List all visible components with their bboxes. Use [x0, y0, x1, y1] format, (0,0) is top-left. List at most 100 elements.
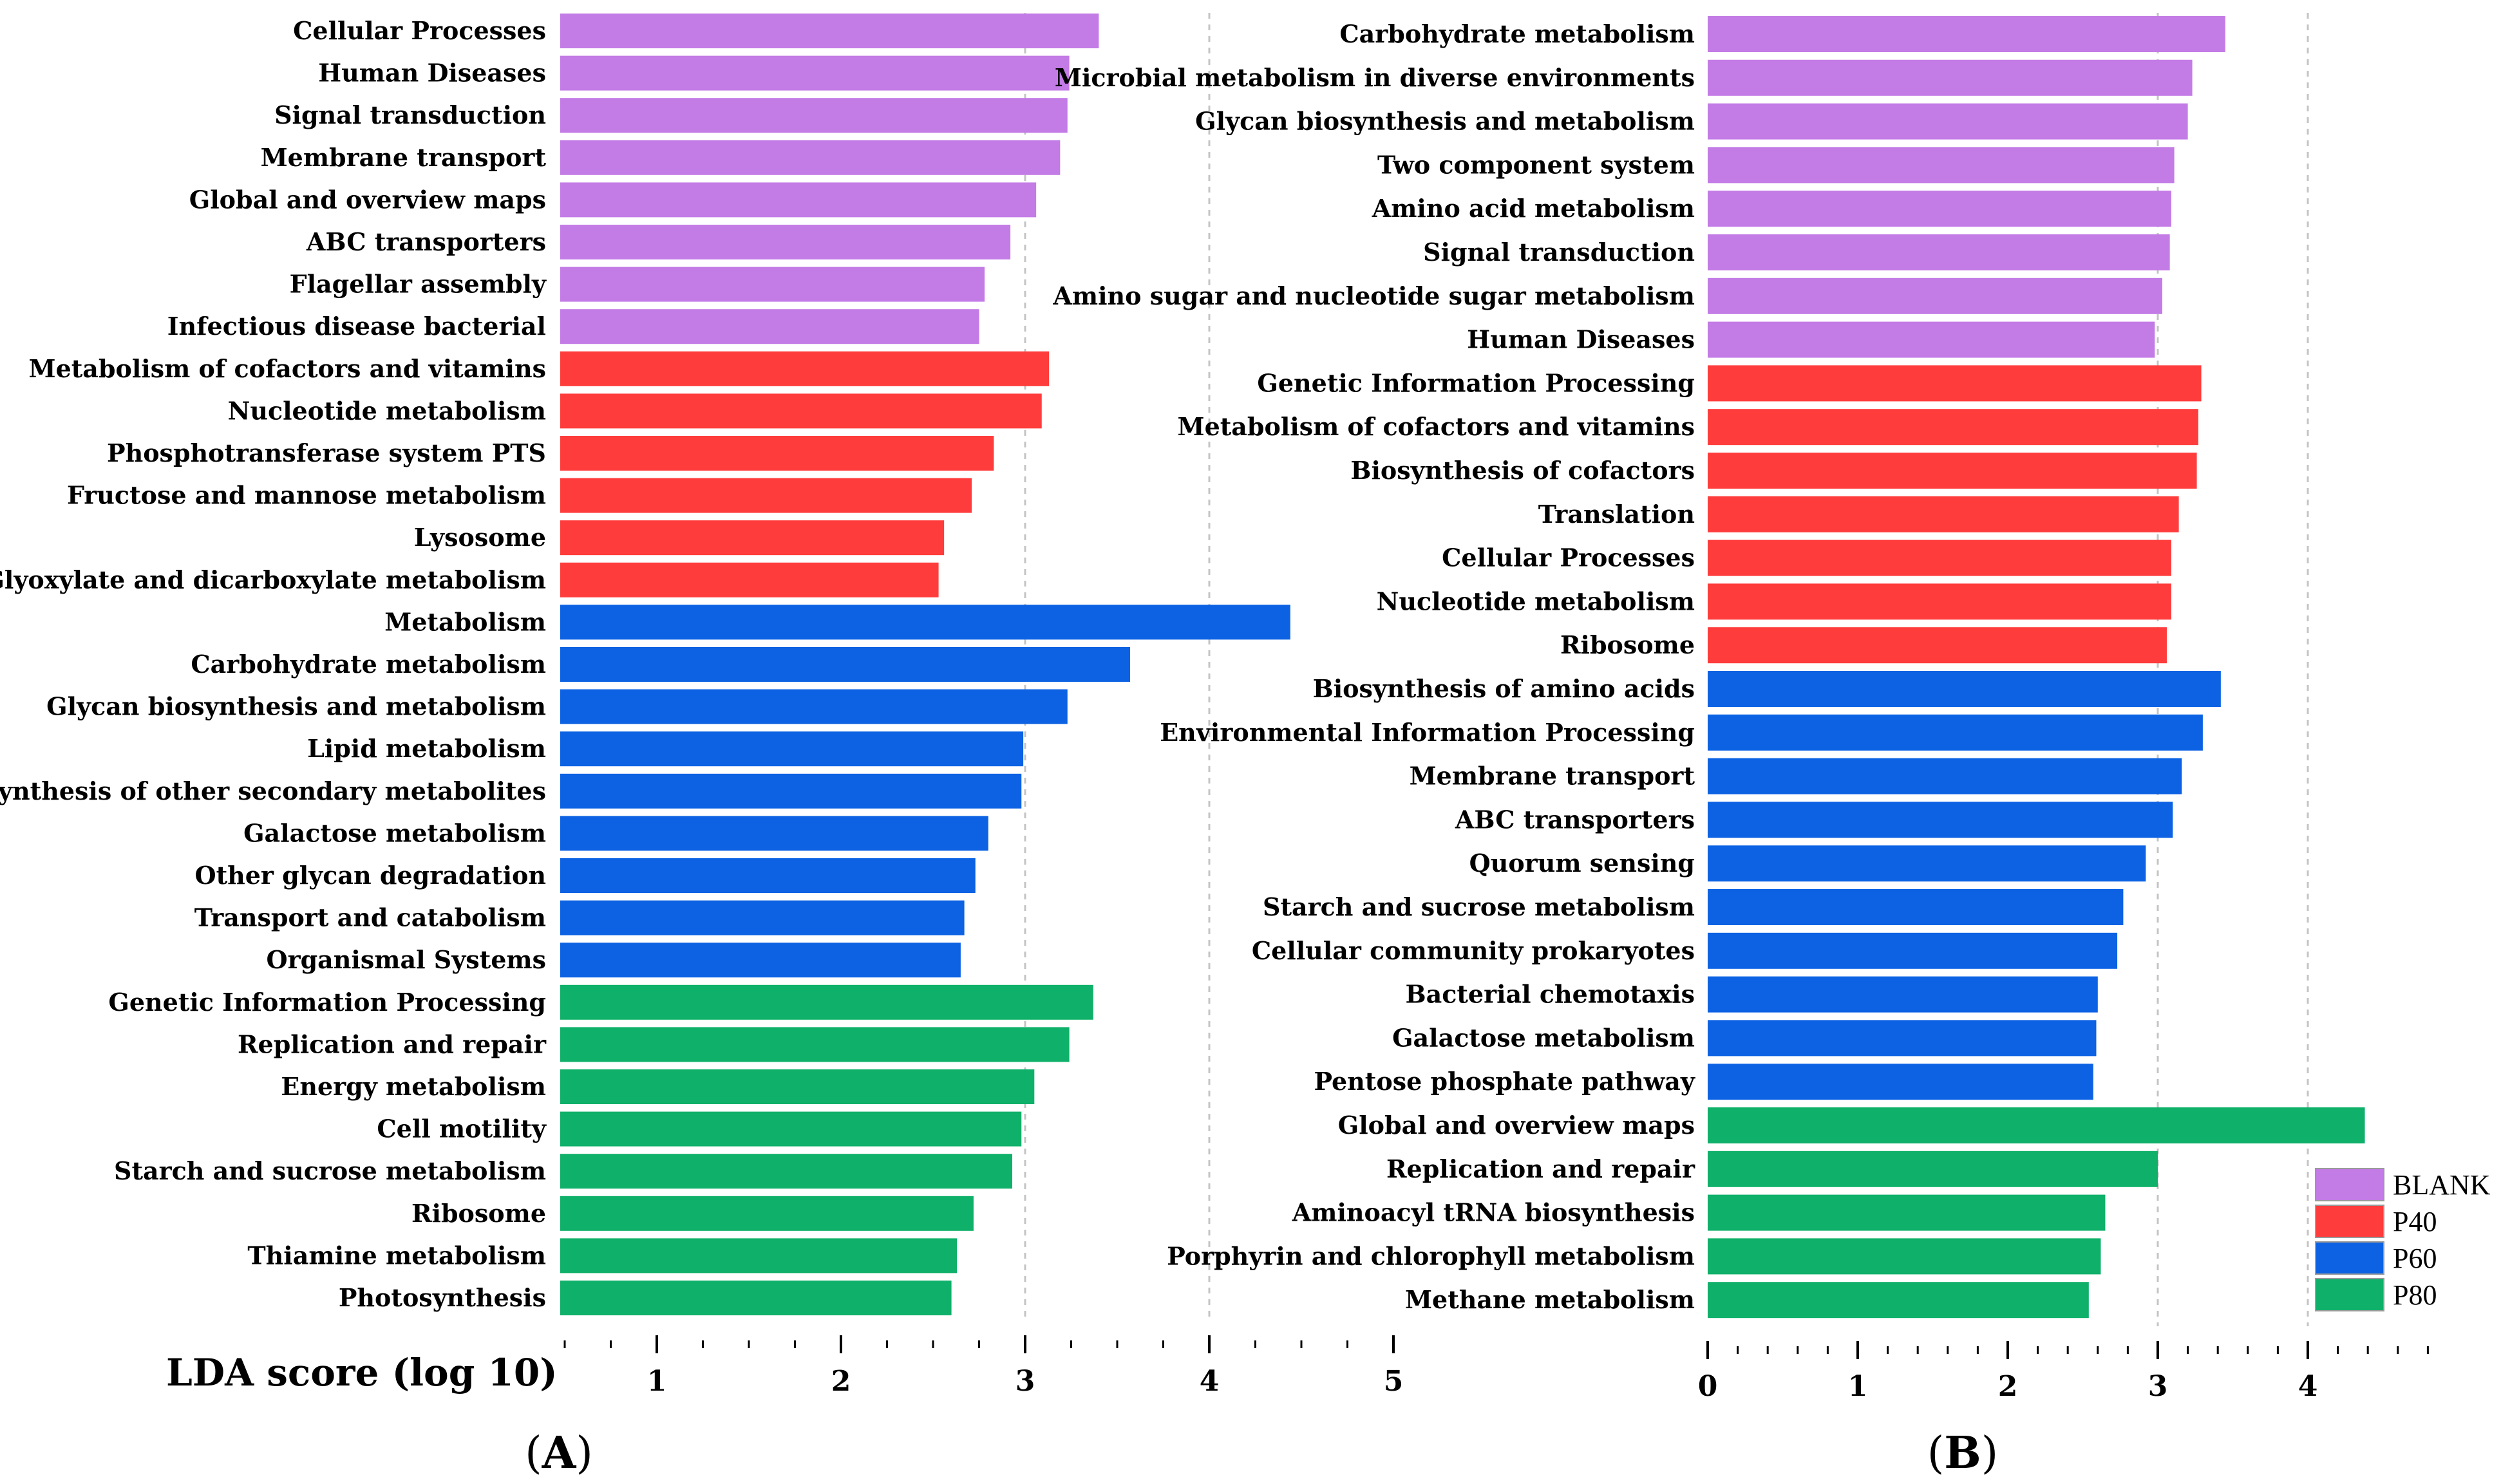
bar	[1708, 802, 2173, 838]
category-label: Lysosome	[414, 523, 546, 552]
bar	[560, 55, 1070, 91]
legend-label: P40	[2393, 1206, 2437, 1237]
bar	[560, 1111, 1022, 1147]
tick-label: 0	[1698, 1370, 1718, 1403]
category-label: Other glycan degradation	[194, 861, 546, 890]
bar	[560, 225, 1011, 259]
bar	[1708, 1282, 2089, 1319]
tick-label: 3	[2148, 1370, 2168, 1403]
category-label: Galactose metabolism	[1392, 1023, 1695, 1052]
category-label: Membrane transport	[261, 143, 547, 172]
category-label: Genetic Information Processing	[1257, 368, 1695, 397]
legend-swatch	[2315, 1205, 2384, 1238]
x-axis-title: LDA score (log 10)	[166, 1351, 558, 1395]
bar	[1708, 1020, 2097, 1057]
bar	[560, 520, 945, 556]
category-label: Biosynthesis of other secondary metaboli…	[0, 776, 546, 805]
bar	[1708, 932, 2118, 969]
category-label: Porphyrin and chlorophyll metabolism	[1167, 1241, 1695, 1270]
category-label: Human Diseases	[318, 59, 546, 88]
legend-swatch	[2315, 1278, 2384, 1311]
bar	[1708, 365, 2202, 402]
legend: BLANK P40 P60 P80	[2315, 1168, 2491, 1311]
tick-label: 2	[1998, 1370, 2018, 1403]
bar	[560, 900, 965, 935]
bar	[1708, 277, 2162, 314]
category-label: Membrane transport	[1410, 762, 1695, 791]
bar	[560, 182, 1037, 218]
category-label: Genetic Information Processing	[108, 988, 546, 1017]
bar	[1708, 540, 2171, 576]
bar	[560, 943, 961, 978]
bar	[1708, 234, 2170, 270]
category-label: Glycan biosynthesis and metabolism	[1195, 107, 1695, 136]
category-label: Lipid metabolism	[307, 734, 546, 763]
bar	[1708, 191, 2171, 227]
category-label: Biosynthesis of amino acids	[1313, 674, 1695, 703]
category-label: Thiamine metabolism	[247, 1241, 546, 1270]
category-label: ABC transporters	[306, 227, 546, 256]
bar	[560, 1196, 974, 1231]
category-label: Metabolism of cofactors and vitamins	[29, 354, 547, 383]
bar	[1708, 1151, 2158, 1187]
category-label: Starch and sucrose metabolism	[1263, 892, 1695, 921]
category-label: Microbial metabolism in diverse environm…	[1055, 63, 1695, 92]
bar	[560, 393, 1042, 429]
category-label: Cellular Processes	[1442, 543, 1695, 572]
bar	[560, 689, 1068, 724]
bar	[1708, 714, 2203, 751]
bar	[560, 1281, 952, 1315]
category-label: Transport and catabolism	[194, 903, 546, 932]
category-label: Nucleotide metabolism	[1377, 587, 1695, 615]
category-label: Signal transduction	[1423, 238, 1695, 267]
category-label: Energy metabolism	[281, 1072, 546, 1101]
bar	[560, 1238, 958, 1273]
category-label: Translation	[1538, 500, 1695, 529]
legend-swatch	[2315, 1241, 2384, 1275]
category-label: Cell motility	[377, 1114, 546, 1143]
category-label: Carbohydrate metabolism	[1339, 19, 1695, 48]
category-label: Replication and repair	[1386, 1154, 1695, 1183]
bar	[1708, 1194, 2106, 1231]
category-label: Signal transduction	[274, 100, 546, 129]
category-label: Photosynthesis	[339, 1283, 546, 1312]
bar	[560, 98, 1068, 133]
category-label: Phosphotransferase system PTS	[107, 438, 546, 467]
bar	[560, 309, 979, 344]
bar	[560, 478, 972, 513]
bar	[560, 1069, 1035, 1104]
category-label: Metabolism of cofactors and vitamins	[1178, 412, 1695, 441]
category-label: Ribosome	[1560, 630, 1695, 659]
bar	[1708, 758, 2182, 794]
category-label: Ribosome	[411, 1199, 546, 1228]
bar	[1708, 453, 2197, 489]
bar	[560, 773, 1022, 809]
category-label: Biosynthesis of cofactors	[1350, 456, 1695, 485]
bar	[560, 267, 985, 302]
tick-label: 5	[1384, 1365, 1404, 1398]
category-label: Two component system	[1377, 150, 1695, 179]
bar	[1708, 889, 2124, 925]
bar	[1708, 671, 2221, 707]
bar	[1708, 976, 2098, 1013]
bar	[560, 647, 1131, 682]
bar	[560, 562, 939, 597]
bar	[560, 436, 994, 471]
category-label: Cellular community prokaryotes	[1252, 936, 1695, 965]
category-label: Aminoacyl tRNA biosynthesis	[1292, 1198, 1695, 1227]
category-label: Infectious disease bacterial	[167, 312, 546, 341]
bar	[1708, 845, 2146, 882]
bar	[1708, 627, 2167, 664]
category-label: Carbohydrate metabolism	[191, 650, 546, 679]
bar	[560, 816, 988, 851]
bar	[560, 858, 976, 893]
category-label: Glycan biosynthesis and metabolism	[46, 692, 546, 721]
panel-a: Cellular Processes Human Diseases Signal t…	[0, 13, 1403, 1479]
category-label: Organismal Systems	[266, 945, 546, 974]
category-label: Starch and sucrose metabolism	[114, 1156, 546, 1185]
legend-swatch	[2315, 1168, 2384, 1201]
bar	[1708, 496, 2179, 532]
category-label: Cellular Processes	[293, 16, 546, 45]
category-label: Glyoxylate and dicarboxylate metabolism	[0, 565, 546, 594]
tick-label: 2	[831, 1365, 851, 1398]
